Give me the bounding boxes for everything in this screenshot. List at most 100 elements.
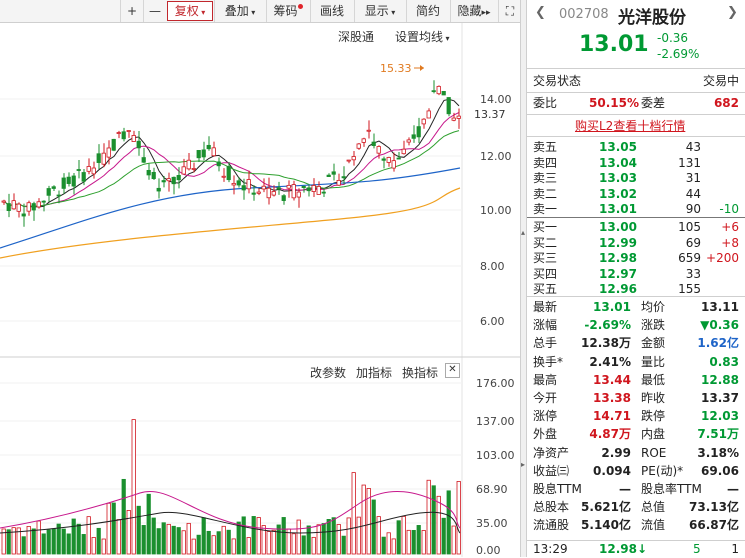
swap-indicator-link[interactable]: 换指标 xyxy=(402,366,439,380)
price-axis-label: 12.00 xyxy=(480,150,512,163)
chart-canvas[interactable]: 14.00 12.00 10.00 8.00 6.00 176.00 137.00 103.… xyxy=(0,23,520,557)
panel-splitter[interactable]: ▴ ▸ xyxy=(520,0,527,557)
candle-body xyxy=(1,200,6,203)
change-params-link[interactable]: 改参数 xyxy=(310,366,347,380)
huaxian-button[interactable]: 画线 xyxy=(310,0,353,22)
volume-bar xyxy=(46,529,51,555)
stock-code: 002708 xyxy=(559,7,609,22)
stock-price: 13.01 xyxy=(579,32,649,57)
volume-axis-label: 0.00 xyxy=(476,544,501,557)
divider xyxy=(527,114,745,115)
yincang-button[interactable]: 隐藏▸▸ xyxy=(450,0,497,22)
chouma-label: 筹码 xyxy=(273,4,298,18)
candle-body xyxy=(281,195,286,201)
candle-body xyxy=(411,134,416,139)
volume-bar xyxy=(421,530,426,555)
volume-bar xyxy=(101,538,106,555)
stat-value: 5.140亿 xyxy=(581,518,631,533)
stat-label: 流值 xyxy=(641,518,666,533)
volume-bar xyxy=(256,517,261,555)
volume-bar xyxy=(161,522,166,555)
candle-body xyxy=(286,184,291,189)
shengutong-link[interactable]: 深股通 xyxy=(338,30,375,44)
candle-body xyxy=(301,185,306,188)
volume-bar xyxy=(431,485,436,555)
stat-value: 0.83 xyxy=(709,354,739,369)
candle-body xyxy=(11,200,16,210)
fullscreen-icon[interactable]: ⛶ xyxy=(498,0,521,22)
volume-ma-lines xyxy=(0,490,461,534)
sell-level-label: 卖一 xyxy=(533,202,558,216)
buy-l2-link[interactable]: 购买L2查看十档行情 xyxy=(575,119,686,133)
volume-bar xyxy=(216,531,221,555)
candle-body xyxy=(241,185,246,191)
sell-row: 卖二 13.02 44 xyxy=(533,185,743,203)
fuquan-dropdown[interactable]: 复权 ▾ xyxy=(167,1,213,21)
jianyue-button[interactable]: 简约 xyxy=(406,0,449,22)
volume-bar xyxy=(171,525,176,555)
candle-body xyxy=(166,178,171,182)
volume-bar xyxy=(96,527,101,555)
stat-row: 最新 13.01 均价 13.11 xyxy=(533,298,743,316)
volume-bars xyxy=(1,419,461,555)
volume-bar xyxy=(371,499,376,555)
volume-bar xyxy=(361,484,366,555)
tick-price: 12.98↓ xyxy=(599,540,647,558)
stat-label: 流通股 xyxy=(533,518,570,533)
add-indicator-link[interactable]: 加指标 xyxy=(356,366,393,380)
stat-label: 均价 xyxy=(641,300,666,314)
stat-value: 7.51万 xyxy=(697,427,739,442)
volume-bar xyxy=(381,536,386,555)
stat-value: 73.13亿 xyxy=(689,500,739,515)
current-price-box xyxy=(470,107,518,121)
volume-bar xyxy=(121,478,126,555)
stat-value: 14.71 xyxy=(593,409,631,424)
volume-bar xyxy=(271,529,276,555)
stat-value: 2.99 xyxy=(601,445,631,460)
sell-price: 13.02 xyxy=(599,186,637,201)
candle-body xyxy=(41,200,46,203)
volume-bar xyxy=(231,538,236,555)
buy-volume: 155 xyxy=(678,282,701,296)
volume-bar xyxy=(301,535,306,555)
volume-bar xyxy=(191,538,196,555)
volume-bar xyxy=(106,502,111,555)
volume-bar xyxy=(311,536,316,555)
prev-stock-icon[interactable]: ❮ xyxy=(535,5,546,20)
collapse-right-icon[interactable]: ▸ xyxy=(521,460,526,469)
stock-change: -0.36 xyxy=(657,31,689,45)
candle-body xyxy=(196,150,201,159)
set-ma-dropdown[interactable]: 设置均线 ▾ xyxy=(395,28,450,45)
notification-dot-icon xyxy=(297,4,303,9)
candle-body xyxy=(436,85,441,95)
candle-body xyxy=(161,180,166,183)
sell-level-label: 卖五 xyxy=(533,140,558,154)
buy-volume: 105 xyxy=(678,220,701,234)
stat-value: 2.41% xyxy=(589,354,631,369)
volume-bar xyxy=(401,516,406,555)
stat-label: 最新 xyxy=(533,300,558,314)
stat-value: 4.87万 xyxy=(589,427,631,442)
xianshi-dropdown[interactable]: 显示 ▾ xyxy=(354,0,405,22)
candle-body xyxy=(56,194,61,197)
collapse-up-icon[interactable]: ▴ xyxy=(521,228,526,237)
volume-ma-line xyxy=(0,490,461,530)
volume-bar xyxy=(186,522,191,555)
stat-value: 13.01 xyxy=(593,300,631,314)
zoom-out-button[interactable]: — xyxy=(143,0,166,22)
volume-bar xyxy=(346,517,351,555)
close-icon[interactable]: ✕ xyxy=(445,363,460,378)
volume-bar xyxy=(221,525,226,555)
diejia-dropdown[interactable]: 叠加 ▾ xyxy=(214,0,265,22)
candle-body xyxy=(251,192,256,195)
zoom-in-button[interactable]: + xyxy=(120,0,143,22)
chouma-button[interactable]: 筹码 xyxy=(266,0,309,22)
next-stock-icon[interactable]: ❯ xyxy=(727,5,738,20)
candle-body xyxy=(361,138,366,143)
buy-volume: 659 xyxy=(678,251,701,265)
sell-level-label: 卖二 xyxy=(533,186,558,201)
volume-axis-label: 137.00 xyxy=(476,415,515,428)
chart-toolbar: + — 复权 ▾ 叠加 ▾ 筹码 画线 显示 ▾ 简约 隐藏▸▸ ⛶ xyxy=(0,0,520,23)
volume-bar xyxy=(211,535,216,555)
candle-body xyxy=(426,110,431,119)
